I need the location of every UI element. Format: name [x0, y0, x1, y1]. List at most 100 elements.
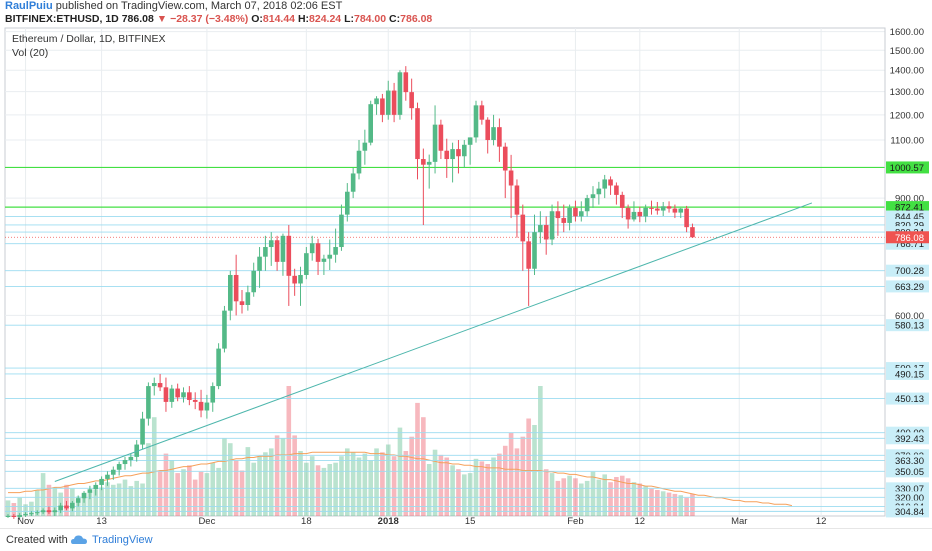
- volume-bar: [555, 480, 561, 516]
- candle-up: [251, 270, 256, 293]
- level-tag: [886, 432, 929, 445]
- volume-bar: [690, 493, 695, 516]
- candle-up: [631, 211, 637, 220]
- last-price-label: 786.08: [895, 233, 924, 244]
- volume-bar: [163, 453, 169, 516]
- candle-up: [298, 274, 303, 284]
- volume-bar: [543, 469, 549, 516]
- candle-up: [374, 98, 379, 105]
- candle-up: [263, 247, 268, 257]
- candle-down: [655, 208, 660, 211]
- volume-bar: [409, 436, 414, 516]
- volume-bar: [333, 462, 338, 516]
- candle-down: [573, 207, 578, 217]
- level-tag-label: 1000.57: [890, 163, 924, 174]
- created-with-label: Created with: [6, 534, 68, 546]
- volume-bar: [128, 486, 134, 516]
- level-tag: [886, 505, 929, 518]
- candle-down: [239, 301, 245, 306]
- open-value: 814.44: [262, 13, 296, 25]
- time-tick-label: Nov: [17, 516, 34, 527]
- level-tag-label: 820.29: [895, 220, 924, 231]
- volume-bar: [491, 457, 496, 516]
- volume-bar: [222, 438, 227, 516]
- candle-up: [128, 456, 134, 461]
- volume-bar: [11, 503, 17, 516]
- volume-bar: [251, 462, 256, 516]
- volume-bar: [309, 456, 315, 516]
- volume-bar: [52, 487, 58, 516]
- time-axis[interactable]: Nov 13 Dec 18 2018 15 Feb 12 Mar 12: [17, 516, 826, 527]
- volume-bar: [608, 482, 613, 516]
- price-tick-label: 1200.00: [890, 110, 924, 121]
- volume-bar: [485, 464, 490, 516]
- tradingview-logo-text[interactable]: TradingView: [92, 534, 153, 546]
- volume-bar: [181, 469, 186, 516]
- volume-bar: [614, 477, 619, 516]
- volume-bar: [210, 462, 216, 516]
- candle-down: [479, 105, 485, 120]
- candle-up: [122, 460, 128, 465]
- footer: Created with TradingView: [0, 528, 932, 551]
- close-value: 786.08: [400, 13, 433, 25]
- author-name[interactable]: RaulPuiu: [5, 0, 53, 12]
- volume-bar: [175, 473, 180, 516]
- candle-up: [491, 127, 496, 141]
- candle-down: [684, 208, 689, 228]
- volume-bar: [602, 474, 607, 516]
- candle-down: [666, 206, 672, 209]
- candle-up: [111, 469, 116, 475]
- candle-up: [280, 235, 286, 262]
- candle-up: [584, 198, 590, 212]
- candle-down: [690, 227, 695, 238]
- volume-bar: [672, 493, 678, 516]
- price-tick-label: 600.00: [895, 311, 924, 322]
- volume-bar: [87, 491, 93, 516]
- candle-up: [222, 310, 227, 349]
- candle-up: [210, 386, 216, 403]
- candle-up: [362, 142, 368, 151]
- close-label: C:: [389, 13, 401, 25]
- volume-bar: [385, 444, 391, 516]
- level-tag-label: 768.71: [895, 239, 924, 250]
- candle-down: [64, 505, 69, 509]
- candle-up: [216, 348, 221, 387]
- candle-down: [274, 240, 280, 262]
- candle-up: [432, 124, 438, 162]
- last-price: 786.08: [121, 13, 154, 25]
- price-chart[interactable]: 1600.00 1500.00 1400.00 1300.00 1200.00 1100.…: [0, 0, 932, 528]
- volume-bar: [467, 473, 473, 516]
- candle-up: [602, 179, 607, 189]
- volume-bar: [579, 483, 584, 516]
- time-tick-label: 12: [816, 516, 827, 527]
- level-tag-label: 872.41: [895, 203, 924, 214]
- volume-bar: [502, 445, 508, 516]
- volume-bar: [345, 448, 350, 516]
- level-tag: [886, 392, 929, 405]
- tradingview-cloud-icon: [71, 535, 87, 544]
- candle-up: [309, 243, 315, 254]
- candle-up: [169, 388, 175, 402]
- volume-bar: [391, 456, 397, 516]
- volume-bar: [321, 467, 327, 516]
- volume-bar: [204, 473, 210, 516]
- last-price-tag: [886, 231, 929, 244]
- level-tag-label: 330.07: [895, 484, 924, 495]
- overlay-lines: [54, 202, 813, 482]
- volume-bar: [315, 465, 321, 516]
- volume-bar: [286, 386, 292, 516]
- volume-bar: [590, 471, 596, 516]
- volume-bar: [304, 462, 309, 516]
- volume-bar: [192, 479, 198, 516]
- candle-down: [11, 516, 17, 517]
- volume-bar: [140, 483, 145, 516]
- volume-bar: [643, 486, 648, 516]
- volume-bar: [403, 451, 409, 516]
- candle-down: [292, 275, 297, 284]
- price-tick-label: 1600.00: [890, 27, 924, 38]
- candle-up: [268, 240, 274, 248]
- volume-bar: [567, 475, 572, 516]
- price-axis[interactable]: 1600.00 1500.00 1400.00 1300.00 1200.00 1100.…: [884, 27, 930, 518]
- volume-bar: [93, 490, 99, 516]
- volume-bar: [362, 453, 368, 516]
